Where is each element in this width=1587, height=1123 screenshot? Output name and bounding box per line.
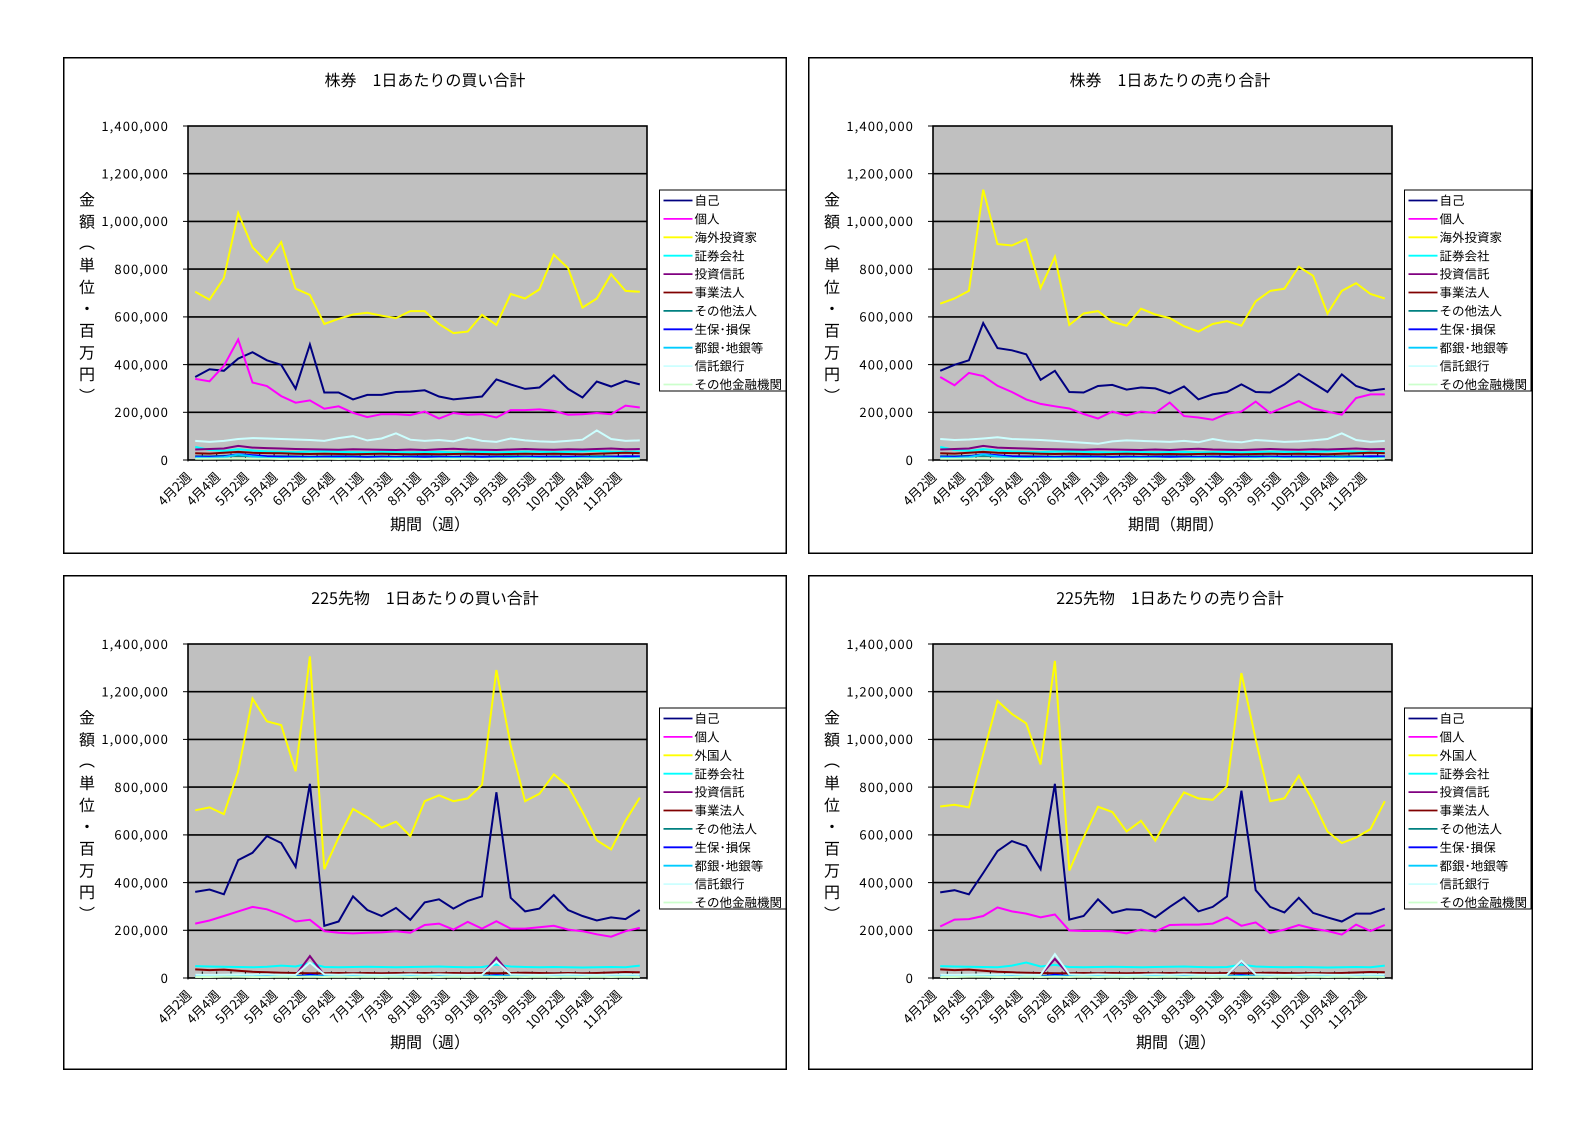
svg-text:600,000: 600,000 <box>114 825 169 844</box>
svg-text:1,000,000: 1,000,000 <box>846 729 914 748</box>
svg-text:1,000,000: 1,000,000 <box>101 211 169 230</box>
svg-text:その他法人: その他法人 <box>695 301 758 320</box>
svg-text:200,000: 200,000 <box>114 920 169 939</box>
svg-text:海外投資家: 海外投資家 <box>1440 227 1503 246</box>
svg-text:自己: 自己 <box>695 190 720 209</box>
svg-text:400,000: 400,000 <box>114 872 169 891</box>
svg-text:個人: 個人 <box>695 727 721 746</box>
svg-text:生保･損保: 生保･損保 <box>695 837 752 856</box>
svg-text:0: 0 <box>161 450 169 469</box>
svg-text:自己: 自己 <box>695 708 720 727</box>
svg-text:期間（週）: 期間（週） <box>390 511 470 535</box>
svg-text:その他金融機関: その他金融機関 <box>1440 892 1528 911</box>
svg-text:事業法人: 事業法人 <box>1440 800 1491 819</box>
svg-text:200,000: 200,000 <box>114 402 169 421</box>
svg-text:600,000: 600,000 <box>859 307 914 326</box>
svg-text:個人: 個人 <box>695 209 721 228</box>
svg-text:225先物 1日あたりの売り合計: 225先物 1日あたりの売り合計 <box>1056 585 1284 609</box>
svg-text:その他金融機関: その他金融機関 <box>695 374 783 393</box>
svg-text:0: 0 <box>906 450 914 469</box>
svg-text:1,200,000: 1,200,000 <box>846 682 914 701</box>
svg-text:400,000: 400,000 <box>114 354 169 373</box>
svg-text:600,000: 600,000 <box>114 307 169 326</box>
svg-text:その他法人: その他法人 <box>1440 301 1503 320</box>
svg-text:800,000: 800,000 <box>859 259 914 278</box>
svg-text:200,000: 200,000 <box>859 402 914 421</box>
svg-text:400,000: 400,000 <box>859 354 914 373</box>
svg-text:信託銀行: 信託銀行 <box>695 356 745 375</box>
svg-text:海外投資家: 海外投資家 <box>695 227 758 246</box>
svg-text:期間（週）: 期間（週） <box>390 1029 470 1053</box>
svg-text:1,000,000: 1,000,000 <box>846 211 914 230</box>
svg-text:生保･損保: 生保･損保 <box>695 319 752 338</box>
svg-text:信託銀行: 信託銀行 <box>695 874 745 893</box>
svg-text:投資信託: 投資信託 <box>695 264 746 283</box>
svg-text:信託銀行: 信託銀行 <box>1440 874 1490 893</box>
svg-text:生保･損保: 生保･損保 <box>1440 319 1497 338</box>
svg-text:期間（期間）: 期間（期間） <box>1128 511 1224 535</box>
svg-text:1,400,000: 1,400,000 <box>846 116 914 135</box>
svg-text:1,200,000: 1,200,000 <box>101 682 169 701</box>
svg-text:1,000,000: 1,000,000 <box>101 729 169 748</box>
svg-text:0: 0 <box>161 968 169 987</box>
svg-text:1,400,000: 1,400,000 <box>101 116 169 135</box>
svg-text:事業法人: 事業法人 <box>695 282 746 301</box>
svg-text:都銀･地銀等: 都銀･地銀等 <box>1440 337 1509 356</box>
svg-text:都銀･地銀等: 都銀･地銀等 <box>695 337 764 356</box>
svg-text:証券会社: 証券会社 <box>695 763 746 782</box>
svg-text:期間（週）: 期間（週） <box>1136 1029 1216 1053</box>
svg-text:証券会社: 証券会社 <box>1440 245 1491 264</box>
svg-text:外国人: 外国人 <box>1440 745 1478 764</box>
svg-text:1,400,000: 1,400,000 <box>101 634 169 653</box>
svg-text:証券会社: 証券会社 <box>695 245 746 264</box>
svg-text:その他法人: その他法人 <box>695 819 758 838</box>
svg-text:800,000: 800,000 <box>859 777 914 796</box>
svg-text:自己: 自己 <box>1440 708 1465 727</box>
svg-text:1,200,000: 1,200,000 <box>101 164 169 183</box>
svg-text:600,000: 600,000 <box>859 825 914 844</box>
svg-text:その他法人: その他法人 <box>1440 819 1503 838</box>
svg-text:個人: 個人 <box>1440 727 1466 746</box>
svg-text:1,200,000: 1,200,000 <box>846 164 914 183</box>
svg-text:生保･損保: 生保･損保 <box>1440 837 1497 856</box>
svg-text:株券 1日あたりの買い合計: 株券 1日あたりの買い合計 <box>325 67 526 91</box>
svg-text:外国人: 外国人 <box>695 745 733 764</box>
svg-text:投資信託: 投資信託 <box>695 782 746 801</box>
svg-text:証券会社: 証券会社 <box>1440 763 1491 782</box>
svg-text:投資信託: 投資信託 <box>1440 782 1491 801</box>
svg-text:225先物 1日あたりの買い合計: 225先物 1日あたりの買い合計 <box>311 585 539 609</box>
svg-text:事業法人: 事業法人 <box>695 800 746 819</box>
svg-text:0: 0 <box>906 968 914 987</box>
svg-text:信託銀行: 信託銀行 <box>1440 356 1490 375</box>
svg-text:個人: 個人 <box>1440 209 1466 228</box>
svg-text:1,400,000: 1,400,000 <box>846 634 914 653</box>
svg-text:自己: 自己 <box>1440 190 1465 209</box>
svg-text:投資信託: 投資信託 <box>1440 264 1491 283</box>
svg-text:800,000: 800,000 <box>114 259 169 278</box>
svg-text:都銀･地銀等: 都銀･地銀等 <box>1440 855 1509 874</box>
svg-text:事業法人: 事業法人 <box>1440 282 1491 301</box>
svg-text:その他金融機関: その他金融機関 <box>1440 374 1528 393</box>
svg-text:400,000: 400,000 <box>859 872 914 891</box>
svg-text:200,000: 200,000 <box>859 920 914 939</box>
svg-text:800,000: 800,000 <box>114 777 169 796</box>
svg-text:その他金融機関: その他金融機関 <box>695 892 783 911</box>
svg-text:株券 1日あたりの売り合計: 株券 1日あたりの売り合計 <box>1070 67 1271 91</box>
svg-text:都銀･地銀等: 都銀･地銀等 <box>695 855 764 874</box>
